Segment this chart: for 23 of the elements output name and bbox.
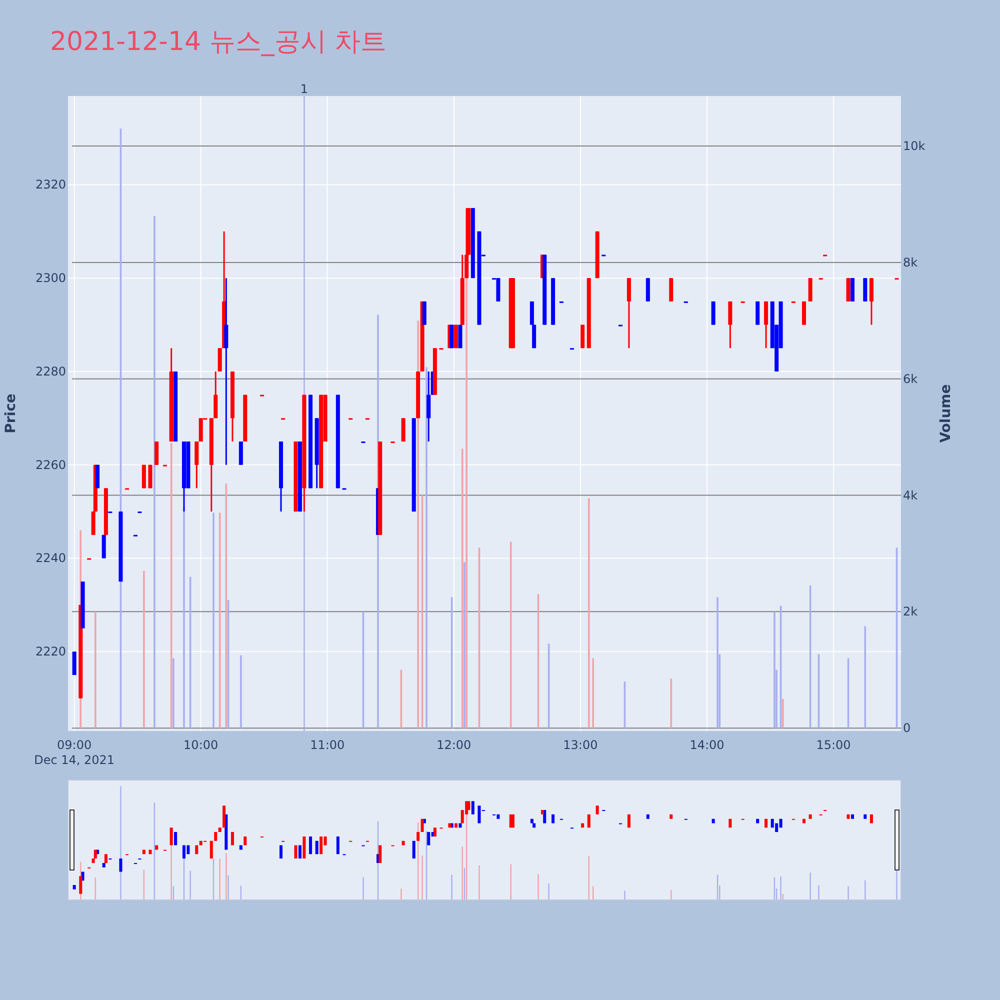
x-tick-label: 14:00 bbox=[690, 738, 724, 752]
x-tick-label: 15:00 bbox=[816, 738, 851, 752]
y2-tick-label: 10k bbox=[903, 139, 926, 154]
y2-tick-label: 0 bbox=[903, 721, 911, 736]
y2-tick-label: 6k bbox=[903, 372, 918, 386]
x-tick-label: 13:00 bbox=[563, 738, 598, 752]
y-axis-title: Price bbox=[3, 394, 19, 434]
ref-line-label: 1 bbox=[300, 82, 308, 96]
x-tick-label: 12:00 bbox=[436, 738, 472, 752]
x-tick-label: 11:00 bbox=[310, 738, 345, 752]
x-tick-label: 09:00 Dec 14, 2021 bbox=[34, 738, 115, 767]
y2-tick-label: 4k bbox=[903, 488, 918, 502]
y-tick-label: 2320 bbox=[35, 178, 66, 192]
y-tick-label: 2220 bbox=[35, 644, 66, 659]
y-tick-label: 2300 bbox=[35, 271, 66, 286]
y2-tick-label: 2k bbox=[903, 604, 918, 619]
x-tick-label: 10:00 bbox=[184, 738, 218, 752]
title: 2021-12-14 뉴스_공시 차트 bbox=[50, 27, 387, 57]
y-tick-label: 2260 bbox=[35, 458, 66, 472]
y-tick-label: 2240 bbox=[35, 551, 66, 566]
y2-tick-label: 8k bbox=[903, 255, 918, 270]
y-tick-label: 2280 bbox=[35, 364, 66, 378]
y2-axis-title: Volume bbox=[938, 384, 954, 443]
